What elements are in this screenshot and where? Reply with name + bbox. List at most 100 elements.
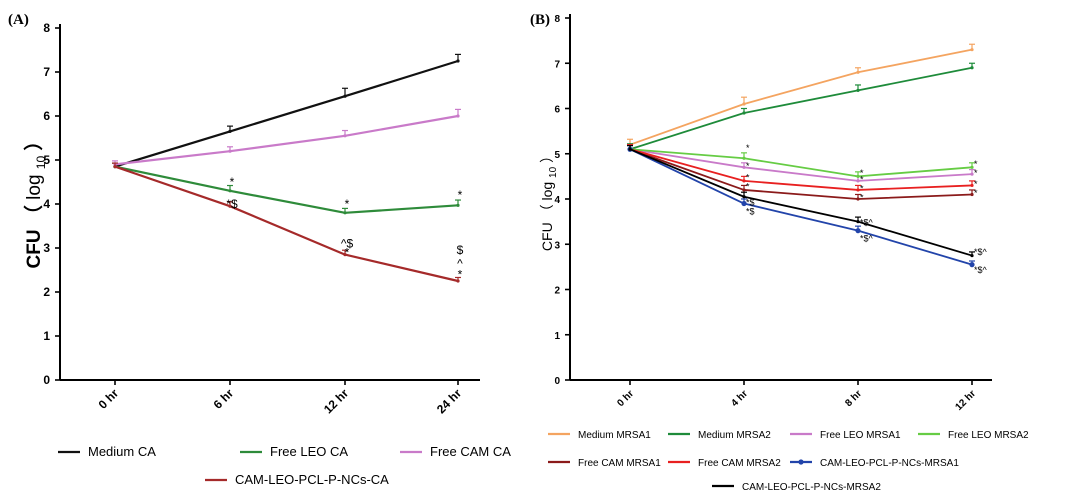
panel-a-data-point <box>343 211 347 215</box>
chart-panel-a: (A) CFU （ log 10 ） 0 1 2 3 4 5 6 7 8 0 hr 6 hr 12 h… <box>8 12 511 487</box>
panel-b-data-point <box>970 192 974 197</box>
panel-b-x-tick-label: 4 hr <box>729 388 750 409</box>
panel-a-data-point <box>228 204 232 208</box>
panel-b-data-point <box>969 262 975 268</box>
panel-b-y-tick-label: 0 <box>554 376 560 387</box>
panel-b-data-point <box>741 200 747 207</box>
panel-b-y-axis-label: CFU （ log 10 ） <box>539 149 559 251</box>
panel-a-legend-label: Free LEO CA <box>270 444 348 459</box>
panel-b-legend-marker <box>798 459 804 465</box>
panel-b-significance-mark: *$ <box>746 206 755 216</box>
panel-a-significance-mark: *$ <box>226 197 238 211</box>
panel-a-series-4 <box>112 162 461 283</box>
panel-b-series-line <box>629 148 973 200</box>
panel-a-y-tick-label: 5 <box>43 153 50 167</box>
panel-a-significance-mark: ^ <box>457 256 463 270</box>
panel-b-significance-mark: * <box>974 179 978 189</box>
panel-a-y-tick-label: 8 <box>43 21 50 35</box>
panel-b-data-point <box>856 179 860 183</box>
panel-a-ylabel-close: ） <box>22 132 45 151</box>
panel-b-legend-item: Medium MRSA2 <box>668 430 771 441</box>
panel-b-series <box>627 43 975 268</box>
panel-b-series-line <box>629 48 973 146</box>
panel-a-y-tick-label: 2 <box>43 285 50 299</box>
panel-a-data-point <box>343 134 347 138</box>
panel-a-ylabel-main: CFU <box>24 229 45 268</box>
panel-a-series-3 <box>112 108 461 166</box>
panel-a-series-line <box>114 114 459 166</box>
panel-b-data-point <box>742 156 746 160</box>
panel-b-legend-item: CAM-LEO-PCL-P-NCs-MRSA2 <box>712 482 881 493</box>
panel-b-legend-label: Free LEO MRSA1 <box>820 430 901 441</box>
panel-b-significance-mark: * <box>860 175 864 185</box>
panel-b-data-point <box>970 183 974 188</box>
panel-a-y-tick-label: 1 <box>43 329 50 343</box>
panel-b-data-point <box>628 147 632 151</box>
panel-b-significance-mark: * <box>860 193 864 203</box>
panel-b-significance-mark: * <box>746 161 750 171</box>
panel-b-legend-item: Free CAM MRSA2 <box>668 458 781 469</box>
panel-a-legend-item: Medium CA <box>58 444 156 459</box>
panel-b-data-point <box>970 66 974 70</box>
panel-b-y-tick-label: 3 <box>554 240 560 251</box>
panel-b-data-point <box>742 179 746 183</box>
panel-b-label: (B) <box>530 12 550 28</box>
panel-a-x-tick-label: 24 hr <box>434 386 464 416</box>
panel-b-significance-mark: * <box>746 181 750 191</box>
panel-a-legend-item: Free LEO CA <box>240 444 348 459</box>
panel-b-series-7 <box>627 145 975 268</box>
panel-b-legend-label: Free CAM MRSA1 <box>578 458 661 469</box>
panel-b-x-tick-label: 8 hr <box>843 388 864 409</box>
panel-b-significance-mark: * <box>746 143 750 153</box>
panel-b-y-tick-label: 7 <box>554 59 560 70</box>
panel-a-legend-item: CAM-LEO-PCL-P-NCs-CA <box>205 472 389 487</box>
panel-b-ylabel-close: ） <box>539 149 555 163</box>
panel-a-series-line <box>114 59 459 168</box>
panel-a-y-tick-label: 7 <box>43 65 50 79</box>
panel-b-significance-mark: *$ <box>746 197 755 207</box>
panel-b-y-tick-label: 2 <box>554 286 560 297</box>
panel-b-significance-mark: * <box>974 188 978 198</box>
panel-b-legend-label: Medium MRSA1 <box>578 430 651 441</box>
panel-b-legend-label: CAM-LEO-PCL-P-NCs-MRSA1 <box>820 458 959 469</box>
panel-b-series-line <box>629 148 973 266</box>
panel-b-data-point <box>856 70 860 74</box>
panel-a-legend: Medium CA Free LEO CA Free CAM CA CAM-LEO-P… <box>58 444 511 487</box>
panel-b-data-point <box>970 165 974 169</box>
panel-a-annotations: **$ *^$**$^* <box>226 175 463 281</box>
panel-a-ylabel-log: log <box>24 174 45 199</box>
panel-a-data-point <box>228 189 232 193</box>
panel-b-y-tick-label: 5 <box>554 150 560 161</box>
panel-b-x-tick-label: 0 hr <box>615 388 636 409</box>
panel-a-series-2 <box>112 162 461 215</box>
panel-a-significance-mark: * <box>345 245 350 259</box>
panel-a-x-tick-label: 0 hr <box>96 386 122 412</box>
panel-b-significance-mark: * <box>974 159 978 169</box>
panel-a-y-tick-label: 4 <box>43 197 50 211</box>
panel-a-data-point <box>343 94 347 98</box>
panel-b-data-point <box>856 220 860 224</box>
panel-a-ylabel-open: （ <box>22 205 45 224</box>
panel-a-significance-mark: * <box>458 188 463 202</box>
panel-b-series-8 <box>627 145 975 258</box>
panel-b-series-line <box>629 148 973 182</box>
panel-a-legend-item: Free CAM CA <box>400 444 511 459</box>
panel-b-ylabel-sub: 10 <box>548 166 559 178</box>
panel-a-data-point <box>456 59 460 63</box>
panel-b-series-1 <box>627 43 975 147</box>
panel-b-x-tick-label: 12 hr <box>953 388 978 413</box>
panel-b-series-2 <box>627 62 975 151</box>
panel-a-significance-mark: ^$ <box>341 237 354 251</box>
panel-a-ylabel-sub: 10 <box>34 156 48 170</box>
panel-a-y-tick-label: 0 <box>43 373 50 387</box>
panel-b-significance-mark: * <box>860 168 864 178</box>
panel-b-significance-mark: *$^ <box>974 247 988 257</box>
panel-b-ylabel-open: （ <box>539 204 555 218</box>
panel-b-legend-item: Free LEO MRSA1 <box>790 430 901 441</box>
panel-a-data-point <box>228 129 232 133</box>
panel-a-series <box>112 53 461 283</box>
panel-a-significance-mark: * <box>458 267 463 281</box>
panel-a-legend-label: CAM-LEO-PCL-P-NCs-CA <box>235 472 389 487</box>
panel-b-ylabel-main: CFU <box>539 222 555 251</box>
